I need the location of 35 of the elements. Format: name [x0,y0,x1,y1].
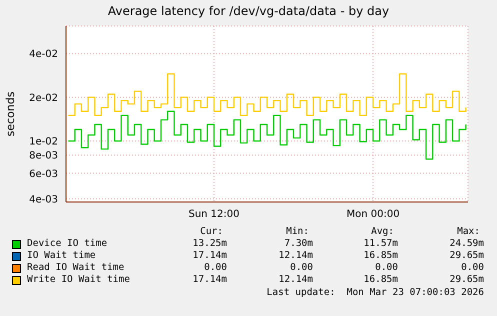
text: 0.00 [289,262,313,274]
legend-label: Write IO Wait time [27,274,130,286]
y-tick-label: 4e-02 [29,49,58,60]
text: 29.65m [448,274,484,286]
legend-label: Device IO time [27,238,108,250]
y-tick-label: 8e-03 [29,150,58,162]
legend-label: IO Wait time [27,250,96,262]
text: 12.14m [278,250,313,262]
text: 16.85m [362,274,398,286]
text: 29.65m [448,250,484,262]
text: 17.14m [192,274,227,286]
text: Max: [456,226,481,238]
text: Last update: Mon Mar 23 07:00:03 2026 [266,287,484,298]
text: 24.59m [448,238,484,250]
y-tick-label: 4e-03 [29,194,58,206]
text: 7.30m [283,238,313,250]
y-axis-title: seconds [4,91,17,136]
y-tick-label: 6e-03 [29,168,58,180]
text: 0.00 [203,262,227,274]
chart-title: Average latency for /dev/vg-data/data - by day [106,4,390,18]
x-tick-label: Sun 12:00 [188,209,240,220]
y-tick-label: 1e-02 [29,136,58,148]
text: 17.14m [192,250,227,262]
text: 12.14m [278,274,313,286]
x-tick-label: Mon 00:00 [346,209,400,220]
y-tick-label: 2e-02 [29,92,58,104]
text: 0.00 [460,262,484,274]
text: Min: [285,226,310,238]
text: Avg: [370,226,395,238]
text: 13.25m [192,238,227,250]
text: 0.00 [374,262,398,274]
text: Cur: [199,226,224,238]
text: 16.85m [362,250,398,262]
text: 11.57m [362,238,398,250]
legend-label: Read IO Wait time [27,262,124,274]
